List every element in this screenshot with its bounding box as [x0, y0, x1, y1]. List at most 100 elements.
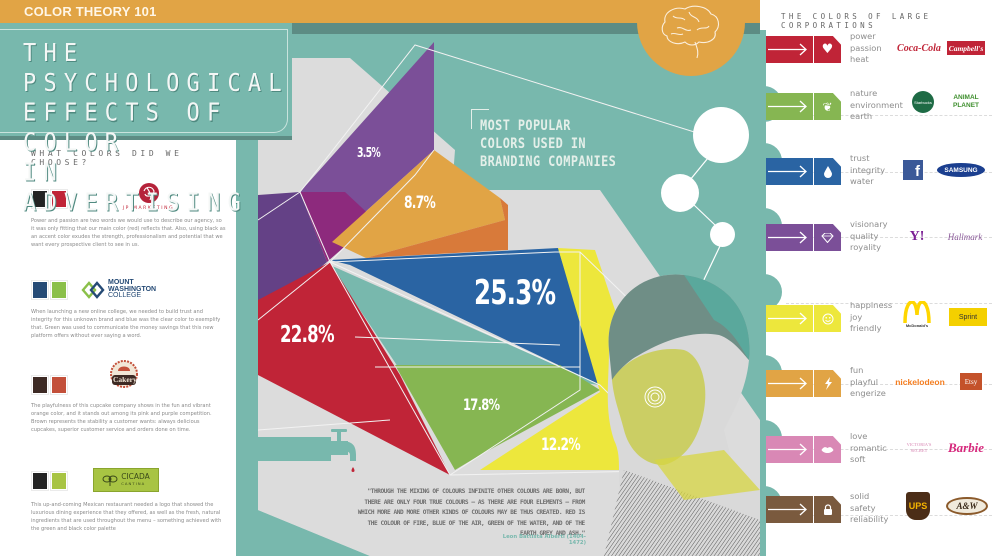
cicada-cantina-logo: CICADA CANTINA	[93, 468, 159, 492]
cicada-icon	[102, 475, 118, 486]
kicker-label: COLOR THEORY 101	[24, 4, 157, 19]
swatch-black	[31, 471, 49, 491]
faucet-icon	[320, 429, 356, 472]
swatch-brown	[31, 375, 49, 395]
brand-animal-planet: ANIMAL PLANET	[953, 94, 979, 109]
left-column: WHAT COLORS DID WE CHOOSE? JP MARKETING …	[0, 140, 236, 556]
golden-arches-icon	[903, 300, 931, 323]
brand-samsung: SAMSUNG	[937, 163, 985, 177]
label-red: 22.8%	[280, 322, 335, 348]
brand-campbells: Campbell's	[947, 41, 985, 55]
heart-icon: ♥	[814, 36, 841, 63]
label-purple: 3.5%	[357, 146, 381, 161]
chart-headline: MOST POPULAR COLORS USED IN BRANDING COM…	[480, 118, 617, 170]
color-keywords: power passion heat	[850, 31, 882, 64]
brand-yahoo: Y!	[909, 229, 925, 244]
connector-lines	[257, 44, 721, 476]
swatch-green	[50, 280, 68, 300]
label-orange: 8.7%	[404, 193, 436, 213]
mount-washington-emblem-icon	[81, 281, 105, 299]
brand-starbucks: Starbucks	[912, 91, 934, 113]
brand-nickelodeon: nickelodeon	[895, 377, 945, 387]
headline-bracket	[471, 109, 489, 129]
quote-author: Leon Battista Alberti (1404-1472)	[502, 534, 586, 546]
connector-dot-medium	[661, 174, 699, 212]
brain-icon	[661, 5, 720, 59]
right-column: THE COLORS OF LARGE CORPORATIONS ♥ power…	[760, 0, 1000, 556]
brand-coca-cola: Coca-Cola	[897, 42, 941, 54]
row-divider	[786, 237, 992, 238]
arrow-tab	[766, 93, 813, 120]
color-keywords: solid safety reliability	[850, 491, 889, 524]
case-description: Power and passion are two words we would…	[31, 218, 226, 248]
arrow-tab	[766, 436, 813, 463]
slice-blue	[330, 248, 600, 385]
connector-dot-large	[693, 107, 749, 163]
leaf-icon: ❦	[814, 93, 841, 120]
cakery-badge-icon	[110, 360, 138, 388]
mount-washington-logo: MOUNT WASHINGTON COLLEGE	[81, 278, 181, 302]
case-description: The playfulness of this cupcake company …	[31, 403, 212, 433]
arrow-tab	[766, 224, 813, 251]
corp-row-red: ♥ power passion heat Coca-Cola Campbell's	[760, 28, 1000, 122]
color-keywords: nature environment earth	[850, 88, 903, 121]
row-divider	[786, 303, 992, 304]
brand-etsy: Etsy	[960, 373, 982, 390]
row-divider	[786, 515, 992, 516]
brand-aw: A&W	[946, 497, 988, 515]
swatch-red	[50, 189, 68, 209]
brand-facebook: f	[903, 160, 923, 180]
brand-ups: UPS	[906, 492, 930, 520]
swatch-blue	[31, 280, 49, 300]
arrow-tab	[766, 158, 813, 185]
label-blue: 25.3%	[474, 273, 556, 313]
corp-row-purple: visionary quality royality Y! Hallmark	[760, 216, 1000, 310]
arrow-tab	[766, 36, 813, 63]
page-title: THE PSYCHOLOGICAL EFFECTS OF COLOR IN AD…	[23, 39, 289, 218]
color-keywords: love romantic soft	[850, 431, 887, 464]
swatch-lime	[50, 471, 68, 491]
jp-marketing-logo: JP MARKETING	[111, 180, 186, 212]
rail-node	[760, 274, 782, 310]
water-drop-icon	[814, 158, 841, 185]
color-keywords: visionary quality royality	[850, 219, 888, 252]
top-banner: COLOR THEORY 101	[0, 0, 760, 23]
slice-red	[258, 262, 450, 475]
plaque-frame	[0, 29, 288, 133]
color-keywords: trust integrity water	[850, 153, 886, 186]
corp-row-brown: solid safety reliability UPS A&W	[766, 488, 1000, 556]
section-label: WHAT COLORS DID WE CHOOSE?	[31, 149, 183, 167]
brain-badge	[637, 0, 745, 76]
color-keywords: happiness joy friendly	[850, 300, 893, 333]
slice-green	[395, 365, 600, 470]
pipe-vertical	[236, 140, 258, 450]
alberti-portrait	[604, 274, 760, 556]
brand-sprint: Sprint	[949, 308, 987, 326]
arrow-tab	[766, 496, 813, 523]
color-keywords: fun playful engerize	[850, 365, 886, 398]
lock-icon	[814, 496, 841, 523]
brand-victorias-secret: VICTORIA'S SECRET	[906, 442, 932, 453]
lightning-icon	[814, 370, 841, 397]
swatch-black	[31, 189, 49, 209]
label-green: 17.8%	[463, 395, 500, 414]
brand-hallmark: Hallmark	[947, 232, 983, 242]
cakery-logo: Cakery	[109, 358, 139, 398]
row-divider	[786, 449, 992, 450]
header-shadow-strip	[57, 23, 760, 34]
title-plaque: THE PSYCHOLOGICAL EFFECTS OF COLOR IN AD…	[0, 23, 292, 217]
brand-barbie: Barbie	[947, 440, 985, 455]
case-description: When launching a new online college, we …	[31, 309, 221, 339]
connector-dot-small	[710, 222, 735, 247]
pipe-horizontal	[236, 437, 331, 461]
row-divider	[786, 115, 992, 116]
case-description: This up-and-coming Mexican restaurant ne…	[31, 502, 222, 532]
arrow-tab	[766, 370, 813, 397]
row-divider	[786, 172, 992, 173]
jp-marketing-emblem-icon	[138, 182, 159, 203]
lips-icon	[814, 436, 841, 463]
diamond-icon	[814, 224, 841, 251]
slice-orange	[332, 150, 505, 258]
arrow-tab	[766, 305, 813, 332]
brand-mcdonalds: McDonald's	[900, 297, 934, 331]
